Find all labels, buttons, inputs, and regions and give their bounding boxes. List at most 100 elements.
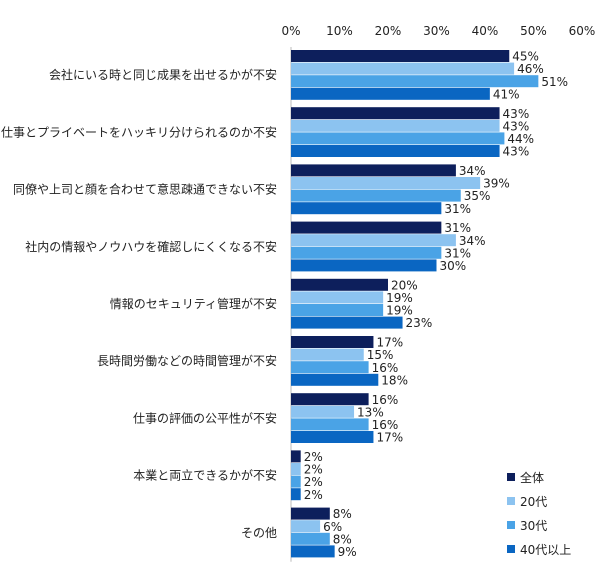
bar: [291, 234, 456, 247]
bar: [291, 431, 374, 443]
bar-value-label: 8%: [333, 507, 352, 521]
bar-value-label: 6%: [323, 520, 342, 534]
bar-value-label: 31%: [444, 221, 471, 235]
bar: [291, 418, 369, 431]
category-label: その他: [241, 526, 277, 540]
bar: [291, 291, 384, 304]
bar-value-label: 15%: [367, 348, 394, 362]
bar: [291, 393, 369, 406]
bar-value-label: 51%: [541, 75, 568, 89]
bar-value-label: 43%: [503, 119, 530, 133]
bar-value-label: 8%: [333, 532, 352, 546]
bar: [291, 545, 335, 558]
bar-value-label: 16%: [372, 361, 399, 375]
bar: [291, 488, 301, 501]
x-tick-label: 60%: [569, 24, 596, 38]
bar: [291, 361, 369, 374]
x-tick-label: 40%: [472, 24, 499, 38]
bar: [291, 532, 330, 545]
category-label: 長時間労働などの時間管理が不安: [97, 353, 277, 368]
bar-value-label: 17%: [376, 431, 403, 445]
bar: [291, 145, 500, 157]
category-label: 仕事の評価の公平性が不安: [133, 410, 277, 425]
legend-swatch: [507, 497, 515, 505]
x-axis-ticks: 0% 10% 20% 30% 40% 50% 60%: [281, 24, 595, 38]
bar: [291, 107, 500, 120]
bar: [291, 75, 539, 88]
legend-label: 40代以上: [520, 543, 571, 557]
bar: [291, 50, 510, 62]
bar-value-label: 34%: [459, 164, 486, 178]
bar-value-label: 2%: [304, 488, 323, 502]
bar-value-label: 2%: [304, 450, 323, 464]
bar-value-label: 19%: [386, 304, 413, 318]
bar: [291, 259, 437, 272]
bar: [291, 132, 505, 145]
bar: [291, 405, 355, 418]
x-tick-label: 0%: [281, 24, 300, 38]
category-labels: 会社にいる時と同じ成果を出せるかが不安仕事とプライベートをハッキリ分けられるのか…: [1, 67, 277, 540]
category-label: 会社にいる時と同じ成果を出せるかが不安: [49, 67, 277, 82]
bar-value-label: 9%: [338, 545, 357, 559]
bar: [291, 62, 515, 75]
bar-value-label: 39%: [483, 177, 510, 191]
category-label: 仕事とプライベートをハッキリ分けられるのか不安: [1, 124, 277, 139]
bar: [291, 520, 321, 533]
category-label: 同僚や上司と顔を合わせて意思疎通できない不安: [13, 182, 277, 197]
legend-swatch: [507, 473, 515, 481]
bar-value-label: 35%: [464, 189, 491, 203]
legend-label: 全体: [520, 470, 544, 485]
bar: [291, 177, 481, 189]
legend-swatch: [507, 545, 515, 553]
bar-value-label: 43%: [503, 107, 530, 121]
bar-value-label: 16%: [372, 418, 399, 432]
bar: [291, 450, 301, 463]
bar-value-label: 16%: [372, 393, 399, 407]
bar: [291, 316, 403, 329]
bar: [291, 119, 500, 132]
bar-value-label: 45%: [512, 50, 539, 64]
x-tick-label: 10%: [326, 24, 353, 38]
bar: [291, 164, 456, 177]
category-label: 社内の情報やノウハウを確認しにくくなる不安: [25, 239, 277, 254]
bar-value-label: 13%: [357, 405, 384, 419]
bar-value-label: 34%: [459, 234, 486, 248]
bar-value-label: 30%: [440, 259, 467, 273]
bar: [291, 304, 384, 316]
bar: [291, 202, 442, 215]
bar-value-label: 46%: [517, 62, 544, 76]
category-label: 情報のセキュリティ管理が不安: [110, 296, 277, 311]
bar: [291, 221, 442, 234]
bar-value-label: 2%: [304, 463, 323, 477]
bar-value-label: 41%: [493, 87, 520, 101]
legend: 全体 20代 30代 40代以上: [507, 470, 571, 557]
bar-value-label: 20%: [391, 278, 418, 292]
bar: [291, 373, 379, 386]
bar-value-label: 18%: [381, 373, 408, 387]
bar-value-label: 19%: [386, 291, 413, 305]
category-label: 本業と両立できるかが不安: [133, 468, 277, 483]
bar: [291, 348, 364, 361]
legend-swatch: [507, 521, 515, 529]
bars: 45%46%51%41%43%43%44%43%34%39%35%31%31%3…: [291, 50, 568, 559]
bar: [291, 246, 442, 259]
bar: [291, 336, 374, 348]
x-tick-label: 30%: [423, 24, 450, 38]
bar-value-label: 23%: [406, 316, 433, 330]
bar: [291, 189, 461, 202]
bar: [291, 507, 330, 520]
bar-value-label: 17%: [376, 336, 403, 350]
bar-value-label: 31%: [444, 202, 471, 216]
x-tick-label: 20%: [375, 24, 402, 38]
bar: [291, 87, 490, 100]
bar-value-label: 43%: [503, 145, 530, 159]
bar-value-label: 44%: [507, 132, 534, 146]
bar-value-label: 2%: [304, 475, 323, 489]
legend-label: 30代: [520, 519, 547, 533]
legend-label: 20代: [520, 495, 547, 509]
bar: [291, 475, 301, 488]
bar: [291, 278, 388, 291]
bar-value-label: 31%: [444, 246, 471, 260]
